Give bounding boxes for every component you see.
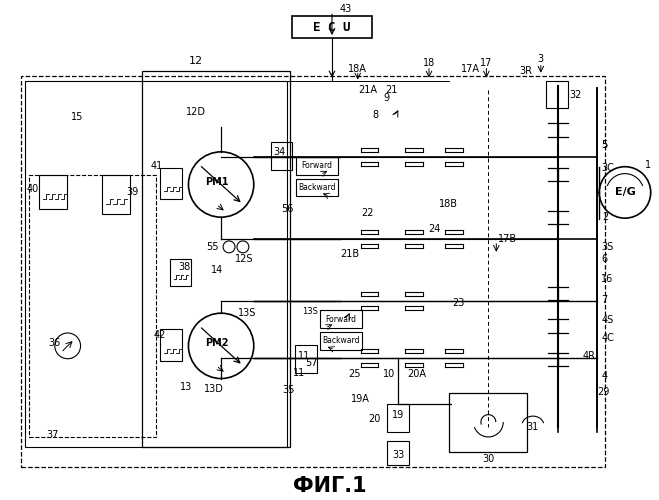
Text: 19: 19 [392,410,405,420]
Text: 12D: 12D [186,108,206,118]
Text: 14: 14 [211,264,223,274]
Text: 12S: 12S [235,254,253,264]
Text: 41: 41 [151,160,163,170]
Text: 21B: 21B [340,249,359,259]
Text: 9: 9 [384,94,389,104]
Text: 19A: 19A [351,394,370,404]
Text: ФИГ.1: ФИГ.1 [293,476,367,496]
Text: E/G: E/G [615,188,635,198]
Bar [320,310,362,328]
Text: 20: 20 [368,414,381,424]
Text: 42: 42 [154,330,166,340]
Text: 22: 22 [361,208,374,218]
Text: 32: 32 [569,90,582,101]
Bar [295,345,317,372]
Text: 30: 30 [482,454,494,464]
Text: 33: 33 [392,450,405,460]
Text: 17A: 17A [461,64,480,74]
Text: 2: 2 [602,212,608,222]
Bar [25,80,287,447]
Bar [21,76,605,466]
Text: 35: 35 [282,386,295,396]
Bar [297,157,338,174]
Text: 23: 23 [453,298,465,308]
Text: 57: 57 [306,358,318,368]
Text: 37: 37 [47,430,59,440]
Text: E C U: E C U [313,20,351,34]
Text: 12: 12 [189,56,204,66]
Text: 34: 34 [273,147,286,157]
Bar [29,174,156,437]
Text: 5: 5 [601,140,608,150]
Text: 8: 8 [372,110,378,120]
Text: 18A: 18A [348,64,367,74]
Text: 17: 17 [480,58,492,68]
Text: 55: 55 [207,242,219,252]
Text: 7: 7 [601,296,608,306]
Bar [159,168,181,200]
Text: Backward: Backward [322,336,360,345]
Text: 4R: 4R [583,351,595,361]
Text: 3: 3 [538,54,544,64]
Text: 13S: 13S [302,306,318,316]
Text: 13: 13 [181,382,192,392]
Text: Forward: Forward [326,314,357,324]
Text: 3S: 3S [601,242,614,252]
Text: 36: 36 [49,338,61,348]
Text: 25: 25 [349,368,361,378]
Bar [169,258,191,286]
Text: 18: 18 [423,58,435,68]
Bar [297,178,338,196]
Text: 18B: 18B [439,200,458,209]
Text: 5: 5 [601,140,608,150]
Text: 10: 10 [384,368,395,378]
Text: 43: 43 [340,4,352,15]
Bar [387,441,409,464]
Text: 4C: 4C [601,333,614,343]
Bar [387,404,409,432]
Bar [546,80,567,108]
Text: 13D: 13D [204,384,224,394]
Text: 40: 40 [27,184,39,194]
Text: 11: 11 [293,368,305,378]
Text: 1: 1 [645,160,651,170]
Text: 31: 31 [527,422,539,432]
Bar [142,70,291,447]
Text: 13S: 13S [238,308,256,318]
Bar [271,142,293,170]
Text: 4S: 4S [601,315,614,325]
Text: 38: 38 [179,262,190,272]
Text: 29: 29 [597,388,610,398]
Text: 3C: 3C [601,162,614,172]
Text: 6: 6 [601,254,608,264]
Text: 3R: 3R [519,66,532,76]
Text: Backward: Backward [299,183,336,192]
Text: 11: 11 [299,351,310,361]
Text: Forward: Forward [302,161,333,170]
Text: 39: 39 [126,188,138,198]
Bar [102,174,130,214]
Text: 56: 56 [281,204,293,214]
Text: 20A: 20A [408,368,426,378]
Text: 21: 21 [385,86,397,96]
Text: 4: 4 [601,370,608,380]
Text: 24: 24 [429,224,441,234]
Bar [39,174,67,210]
Text: PM2: PM2 [206,338,229,348]
Bar [320,332,362,350]
Text: 21A: 21A [358,86,377,96]
Text: 17B: 17B [498,234,517,244]
Bar [293,16,372,38]
Text: 15: 15 [71,112,84,122]
Text: 16: 16 [601,274,614,283]
Text: PM1: PM1 [206,176,229,186]
Bar [159,329,181,360]
